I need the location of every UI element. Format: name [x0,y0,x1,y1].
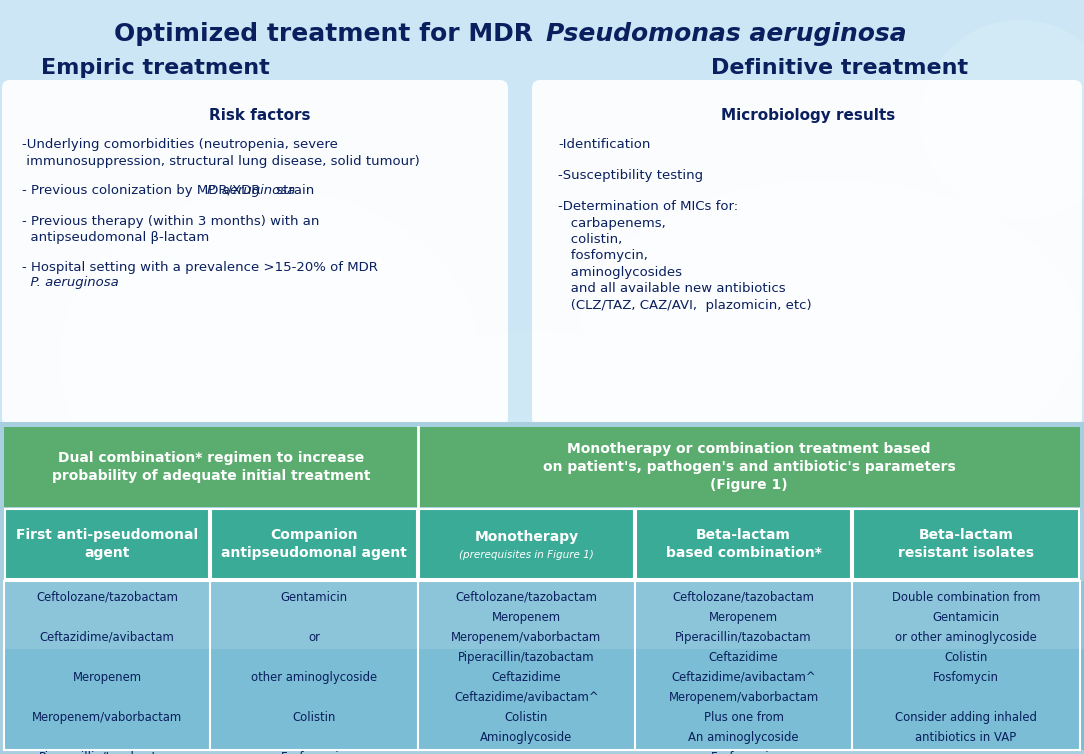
Ellipse shape [392,330,692,510]
Text: - Hospital setting with a prevalence >15-20% of MDR: - Hospital setting with a prevalence >15… [22,261,378,274]
Bar [853,509,1079,579]
Text: -Identification: -Identification [558,138,650,151]
Text: - Previous colonization by MDR/XDR: - Previous colonization by MDR/XDR [22,184,264,197]
Ellipse shape [580,180,1080,480]
Text: P. aeruginosa: P. aeruginosa [207,184,295,197]
Bar [0,422,1084,754]
Text: - Previous therapy (within 3 months) with an
  antipseudomonal β-lactam: - Previous therapy (within 3 months) wit… [22,215,320,244]
Ellipse shape [60,190,480,530]
Text: Risk factors: Risk factors [209,108,311,123]
Text: (prerequisites in Figure 1): (prerequisites in Figure 1) [460,550,594,560]
Text: Companion
antipseudomonal agent: Companion antipseudomonal agent [221,528,406,560]
Text: -Determination of MICs for:
   carbapenems,
   colistin,
   fosfomycin,
   amino: -Determination of MICs for: carbapenems,… [558,200,812,312]
Bar [418,427,1080,507]
Text: Empiric treatment: Empiric treatment [40,58,270,78]
Text: strain: strain [272,184,314,197]
Ellipse shape [920,20,1084,220]
Bar [211,509,417,579]
Bar [4,581,1084,750]
Text: Ceftolozane/tazobactam
Meropenem
Meropenem/vaborbactam
Piperacillin/tazobactam
C: Ceftolozane/tazobactam Meropenem Meropen… [451,591,602,744]
Bar [4,581,1084,648]
Text: P. aeruginosa: P. aeruginosa [22,276,119,289]
Text: Pseudomonas aeruginosa: Pseudomonas aeruginosa [546,22,906,46]
Text: Gentamicin

or

other aminoglycoside

Colistin

Fosfomycin: Gentamicin or other aminoglycoside Colis… [250,591,377,754]
Bar [636,509,851,579]
Text: Monotherapy: Monotherapy [475,530,579,544]
Text: Definitive treatment: Definitive treatment [711,58,969,78]
Bar [5,509,209,579]
Bar [420,509,634,579]
FancyBboxPatch shape [2,80,508,426]
Text: Double combination from
Gentamicin
or other aminoglycoside
Colistin
Fosfomycin

: Double combination from Gentamicin or ot… [892,591,1041,744]
Text: Ceftolozane/tazobactam
Meropenem
Piperacillin/tazobactam
Ceftazidime
Ceftazidime: Ceftolozane/tazobactam Meropenem Piperac… [669,591,818,754]
FancyBboxPatch shape [532,80,1082,426]
Bar [4,427,418,507]
Text: Ceftolozane/tazobactam

Ceftazidime/avibactam

Meropenem

Meropenem/vaborbactam
: Ceftolozane/tazobactam Ceftazidime/aviba… [31,591,182,754]
Text: Dual combination* regimen to increase
probability of adequate initial treatment: Dual combination* regimen to increase pr… [52,451,371,483]
Text: Monotherapy or combination treatment based
on patient's, pathogen's and antibiot: Monotherapy or combination treatment bas… [543,442,955,492]
Text: First anti-pseudomonal
agent: First anti-pseudomonal agent [16,528,198,560]
Text: -Susceptibility testing: -Susceptibility testing [558,169,704,182]
Text: Beta-lactam
based combination*: Beta-lactam based combination* [666,528,822,560]
Text: Optimized treatment for MDR: Optimized treatment for MDR [114,22,542,46]
Text: -Underlying comorbidities (neutropenia, severe
 immunosuppression, structural lu: -Underlying comorbidities (neutropenia, … [22,138,420,167]
Text: Beta-lactam
resistant isolates: Beta-lactam resistant isolates [898,528,1034,560]
Text: Microbiology results: Microbiology results [721,108,895,123]
